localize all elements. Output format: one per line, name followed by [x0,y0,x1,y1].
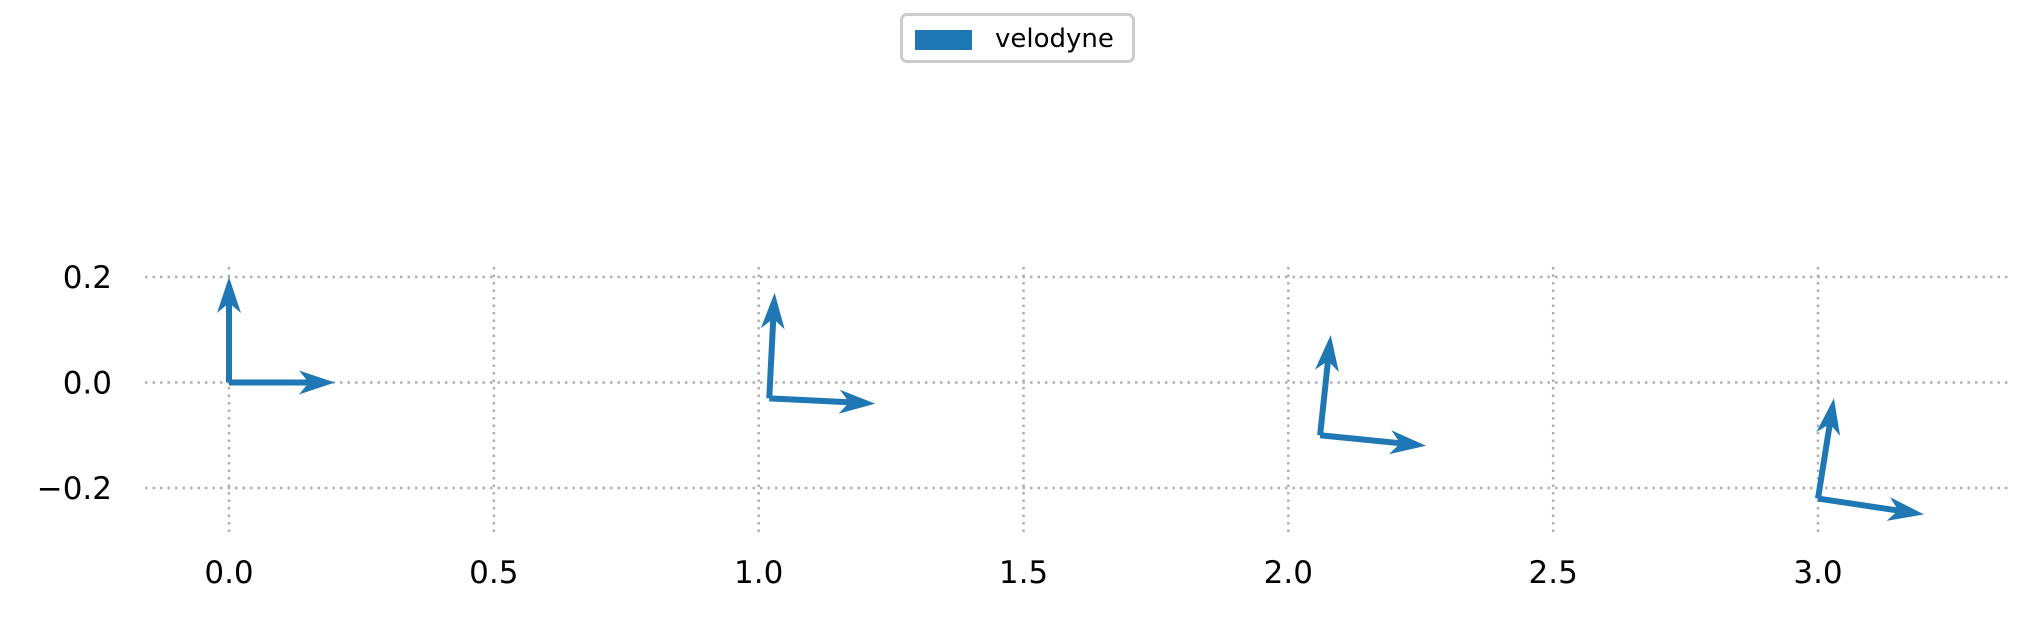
pose-0-x-arrow [229,370,335,395]
legend-label-velodyne: velodyne [995,24,1114,54]
x-tick-label: 0.5 [469,555,518,591]
pose-0-x-arrow-head [298,370,335,395]
x-tick-label: 3.0 [1793,555,1842,591]
x-tick-label: 1.5 [999,555,1048,591]
y-tick-label: −0.2 [37,471,112,507]
pose-2-x-arrow-head [1389,430,1426,455]
x-tick-label: 1.0 [734,555,783,591]
pose-1-x-arrow-shaft [769,395,850,406]
x-tick-label: 2.5 [1529,555,1578,591]
pose-1-y-arrow-shaft [766,318,777,399]
pose-2-x-arrow [1319,430,1426,455]
x-tick-label: 0.0 [204,555,253,591]
grid [145,267,2012,532]
pose-1-x-arrow-head [838,389,876,414]
pose-3-y-arrow-shaft [1815,423,1833,500]
pose-0-y-arrow [217,277,241,383]
y-axis: 0.2 0.0 −0.2 [37,260,112,507]
pose-3-x-arrow [1817,495,1924,521]
pose-arrows [217,277,1924,521]
pose-3-x-arrow-shaft [1817,495,1899,514]
pose-0-y-arrow-head [217,277,241,313]
x-axis: 0.0 0.5 1.0 1.5 2.0 2.5 3.0 [204,555,1842,591]
pose-1-x-arrow [769,389,876,414]
y-tick-label: 0.2 [63,260,112,296]
pose-2-y-arrow-head [1315,335,1339,373]
legend: velodyne [900,13,1135,63]
pose-2-y-arrow-shaft [1317,360,1331,436]
pose-2-x-arrow-shaft [1319,432,1401,447]
pose-1-y-arrow-head [760,292,785,330]
legend-swatch-velodyne [915,30,972,50]
pose-3-y-arrow [1815,398,1841,500]
pose-3-y-arrow-head [1816,398,1841,436]
pose-2-y-arrow [1315,335,1339,436]
pose-3-x-arrow-head [1886,497,1924,521]
x-tick-label: 2.0 [1264,555,1313,591]
y-tick-label: 0.0 [63,366,112,402]
pose-1-y-arrow [760,292,785,399]
